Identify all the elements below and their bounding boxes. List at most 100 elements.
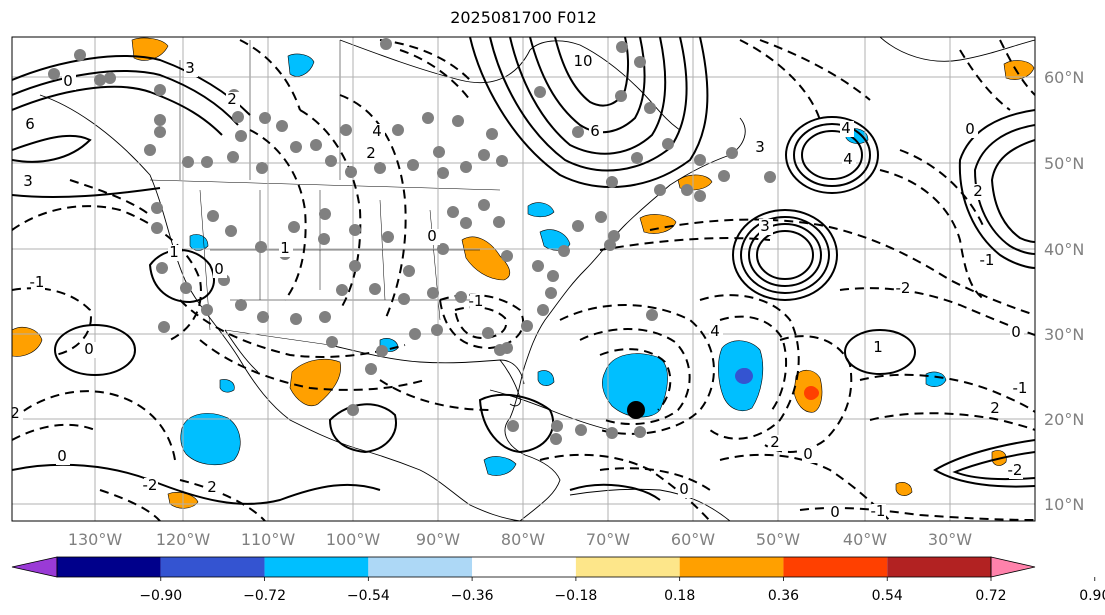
station-dot: [104, 72, 116, 84]
contour-label-bg: [1009, 463, 1023, 479]
colorbar-segment: [160, 557, 265, 577]
map-frame: [11, 36, 1036, 522]
contour-ring-30n-b: [54, 324, 136, 376]
contour-label-bg: [754, 140, 768, 156]
station-dot: [460, 217, 472, 229]
lon-tick-label: 80°W: [501, 530, 545, 549]
lon-tick-label: 130°W: [68, 530, 123, 549]
contour-label: -1: [980, 251, 995, 269]
colorbar-tick-label: −0.36: [451, 588, 494, 604]
station-dot: [232, 111, 244, 123]
station-dot: [644, 102, 656, 114]
station-dot: [374, 162, 386, 174]
shade-blue-small-e: [537, 370, 555, 386]
lat-tick-label: 50°N: [1044, 154, 1084, 173]
station-dot: [156, 262, 168, 274]
station-dot: [547, 270, 559, 282]
station-dot: [654, 184, 666, 196]
contour-label: 2: [366, 144, 376, 162]
contour-label: -1: [30, 273, 45, 291]
contour-label: 0: [1011, 323, 1021, 341]
station-dot: [158, 321, 170, 333]
coast-north-america-west: [39, 94, 521, 521]
contour-label-bg: [802, 447, 816, 463]
contour-label-bg: [470, 294, 484, 310]
station-dot: [534, 86, 546, 98]
latitude-labels: 60°N 50°N 40°N 30°N 20°N 10°N: [1044, 68, 1084, 514]
storm-marker-red: [804, 386, 818, 400]
contour-label: 2: [990, 399, 1000, 417]
lon-tick-label: 100°W: [326, 530, 381, 549]
colorbar-segment: [887, 557, 991, 577]
contour-label-bg: [589, 124, 603, 140]
station-dot: [694, 154, 706, 166]
lon-tick-label: 60°W: [671, 530, 715, 549]
contour-label-bg: [678, 482, 692, 498]
station-dot: [201, 156, 213, 168]
station-dot: [345, 166, 357, 178]
colorbar-segment: [264, 557, 369, 577]
contour-solid-caribbean-2: [569, 483, 661, 501]
station-dot: [634, 56, 646, 68]
coast-florida: [499, 359, 521, 407]
station-dot: [180, 282, 192, 294]
contour-label-bg: [62, 74, 76, 90]
contour-solid-canada-2: [489, 37, 688, 172]
contour-label: 0: [57, 447, 67, 465]
station-dot: [545, 287, 557, 299]
shade-blue-pacific: [180, 413, 241, 466]
contour-solid-canada-5: [554, 37, 629, 107]
lon-tick-label: 110°W: [241, 530, 296, 549]
contour-solid-ne-2: [973, 124, 1035, 255]
contour-label: 0: [84, 340, 94, 358]
contour-solid-nw-2: [12, 70, 239, 126]
station-dot: [437, 243, 449, 255]
contour-label: 3: [185, 59, 195, 77]
station-dot: [154, 84, 166, 96]
station-dot: [532, 260, 544, 272]
contour-label-bg: [371, 124, 385, 140]
contour-label: -2: [143, 476, 158, 494]
contour-label-bg: [872, 504, 886, 520]
colorbar-tick-label: 0.90: [1079, 588, 1105, 604]
station-dot: [551, 420, 563, 432]
coast-greenland: [879, 37, 1035, 62]
contour-label: 1: [873, 338, 883, 356]
contour-label-bg: [56, 449, 70, 465]
shade-orange-greatlakes: [461, 236, 511, 281]
contour-solid-se: [933, 439, 1035, 488]
contour-ring-20n-a: [844, 329, 916, 375]
contour-label-bg: [897, 281, 911, 297]
station-dot: [718, 170, 730, 182]
shade-orange-small-d: [895, 482, 913, 496]
colorbar-tick-label: 0.72: [975, 588, 1006, 604]
contour-label: 0: [214, 260, 224, 278]
colorbar-segment: [57, 557, 161, 577]
station-dot: [325, 155, 337, 167]
contour-solid-canada-3: [509, 37, 667, 155]
lon-tick-label: 40°W: [843, 530, 887, 549]
contour-solid-se-2: [952, 451, 1035, 481]
station-dot: [225, 225, 237, 237]
station-dot: [595, 211, 607, 223]
contour-label-bg: [842, 152, 856, 168]
station-dot: [318, 233, 330, 245]
station-dot: [496, 155, 508, 167]
colorbar-outline: [56, 556, 992, 578]
contour-label-bg: [1010, 325, 1024, 341]
contour-label-bg: [168, 245, 182, 261]
station-dot: [319, 208, 331, 220]
station-dot: [634, 426, 646, 438]
contour-label-bg: [964, 122, 978, 138]
contour-label: 0: [965, 120, 975, 138]
station-dot: [482, 327, 494, 339]
station-dot: [494, 344, 506, 356]
map-title: 2025081700 F012: [450, 8, 597, 27]
station-dot: [347, 404, 359, 416]
lon-tick-label: 70°W: [586, 530, 630, 549]
storm-marker-blue: [738, 368, 752, 382]
colorbar-segment: [368, 557, 473, 577]
shade-orange-mexico: [289, 359, 341, 407]
